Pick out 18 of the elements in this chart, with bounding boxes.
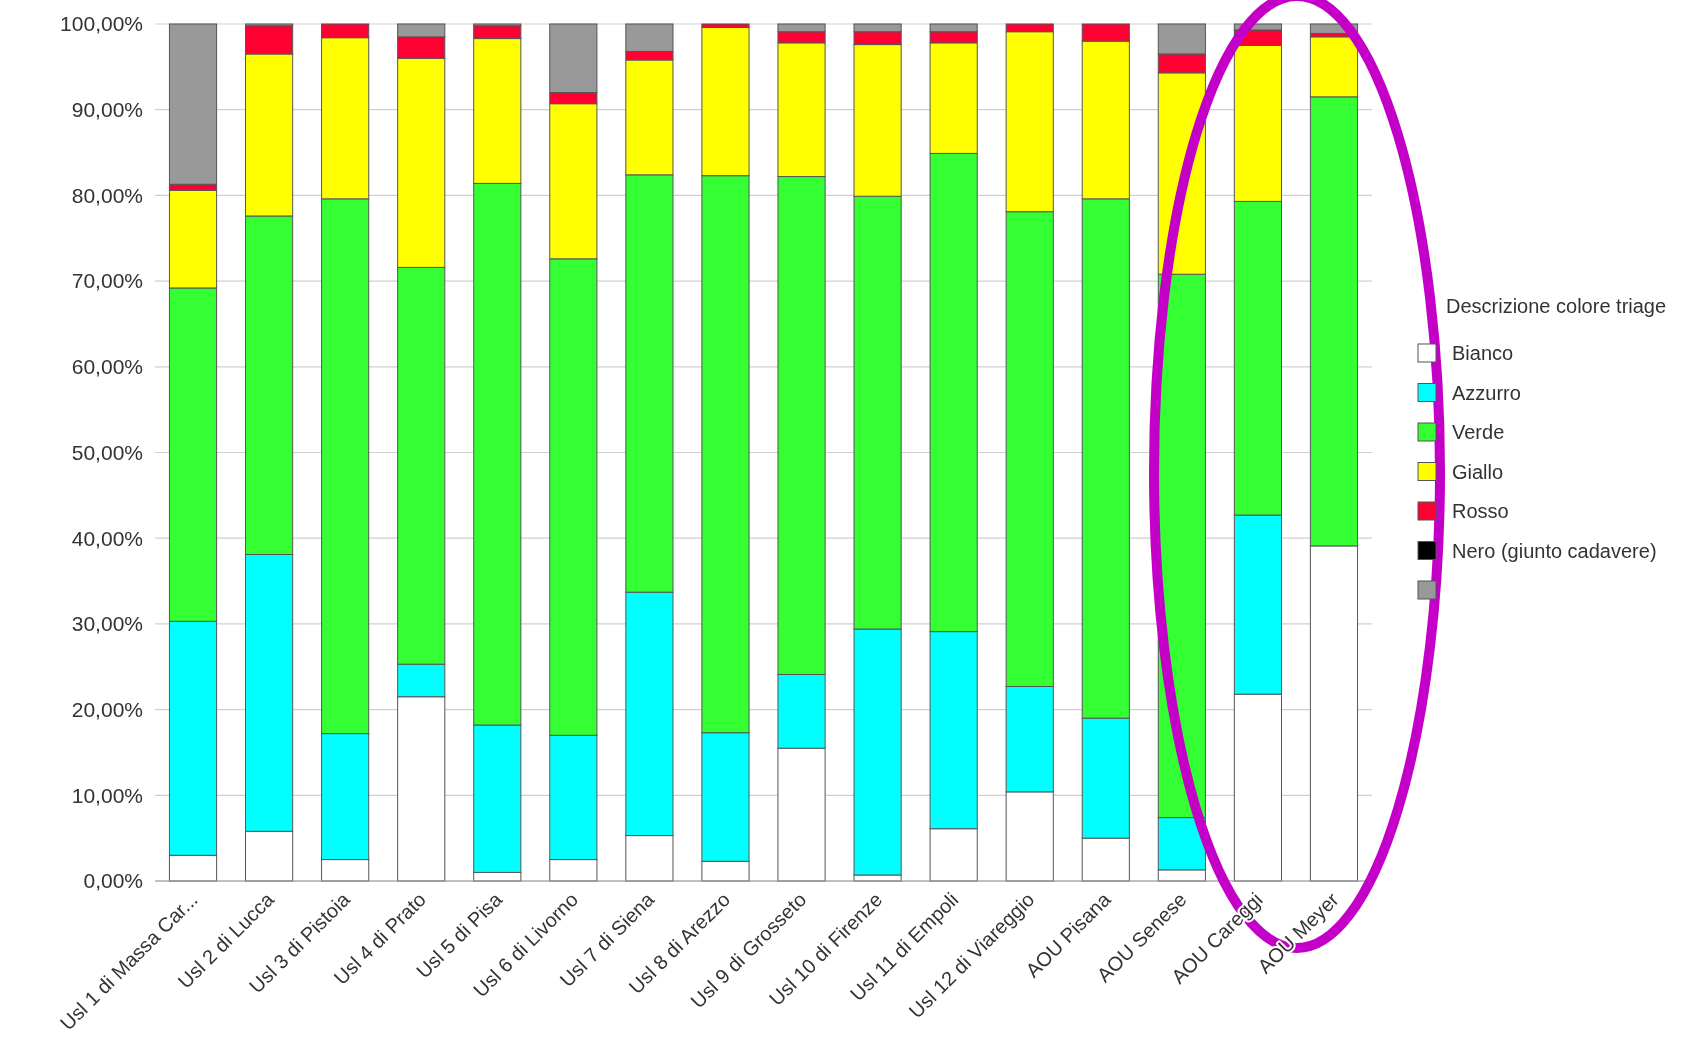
y-tick-label: 20,00%: [71, 697, 143, 721]
legend-title: Descrizione colore triage: [1446, 295, 1667, 317]
legend-label: Verde: [1452, 421, 1505, 443]
legend-label: Nero (giunto cadavere): [1452, 539, 1657, 562]
y-tick-label: 40,00%: [71, 526, 143, 550]
legend-label: Bianco: [1452, 342, 1514, 364]
y-tick-label: 30,00%: [71, 612, 143, 636]
y-tick-label: 50,00%: [71, 440, 143, 464]
y-tick-label: 100,00%: [60, 12, 143, 36]
y-tick-label: 80,00%: [71, 183, 143, 207]
y-tick-label: 60,00%: [71, 355, 143, 379]
y-tick-label: 90,00%: [71, 98, 143, 122]
legend-label: Giallo: [1452, 460, 1504, 483]
y-tick-label: 70,00%: [71, 269, 143, 293]
legend-label: Rosso: [1452, 500, 1509, 522]
legend-label: Azzurro: [1452, 381, 1521, 404]
y-tick-label: 10,00%: [71, 783, 143, 807]
y-tick-label: 0,00%: [83, 869, 143, 893]
